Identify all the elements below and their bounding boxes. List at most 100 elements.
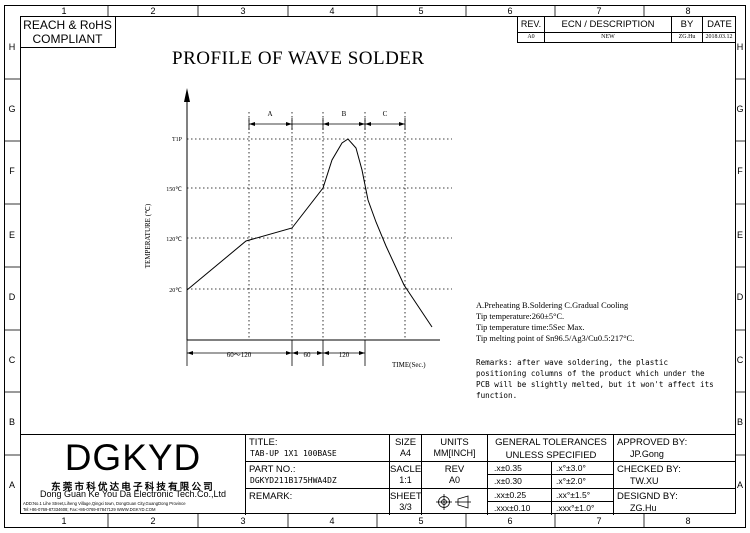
zone-row-label: E [736, 230, 743, 240]
note-line: Tip melting point of Sn96.5/Ag3/Cu0.5:21… [476, 334, 635, 343]
zone-column-label: 7 [596, 6, 602, 16]
tolerance-linear: .xx±0.25 [494, 490, 527, 500]
remark-line: Remarks: after wave soldering, the plast… [476, 358, 669, 367]
part-label: PART NO.: [249, 464, 296, 475]
note-line: Tip temperature time:5Sec Max. [476, 323, 585, 332]
units-cell: UNITS MM[INCH] [422, 435, 488, 462]
checked-label: CHECKED BY: [617, 464, 681, 475]
by-value: ZG.Hu [671, 32, 703, 43]
y-tick-t1p: T1P [172, 137, 183, 143]
zone-row-label: H [8, 42, 16, 52]
remark-label: REMARK: [249, 491, 293, 502]
scale-label: SACLE [390, 464, 422, 475]
checked-value: TW.XU [630, 476, 659, 486]
zone-column-label: 1 [61, 516, 67, 526]
y-tick-20: 20℃ [169, 288, 182, 294]
zone-row-label: C [8, 355, 16, 365]
compliance-line1: REACH & RoHS [23, 18, 112, 32]
rev-value: A0 [448, 475, 460, 485]
rev-cell: REV A0 [422, 462, 488, 489]
rev-label: REV [444, 464, 465, 475]
compliance-box: REACH & RoHS COMPLIANT [20, 16, 116, 48]
zone-column-label: 5 [418, 6, 424, 16]
scale-value: 1:1 [399, 475, 412, 485]
tolerance-title-2: UNLESS SPECIFIED [505, 450, 597, 461]
process-notes: A.Preheating B.Soldering C.Gradual Cooli… [476, 300, 634, 344]
zone-row-label: A [8, 480, 15, 490]
zone-column-label: 3 [240, 6, 246, 16]
note-line: A.Preheating B.Soldering C.Gradual Cooli… [476, 301, 629, 310]
compliance-line2: COMPLIANT [32, 32, 103, 46]
approved-label: APPROVED BY: [617, 437, 688, 448]
tolerance-linear: .x±0.30 [494, 476, 522, 486]
zone-row-label: A [736, 480, 743, 490]
tolerance-title-1: GENERAL TOLERANCES [495, 437, 607, 448]
zone-column-label: 6 [507, 516, 513, 526]
duration-label-cooling: 120 [339, 351, 350, 359]
tolerance-linear: .xxx±0.10 [494, 503, 531, 513]
zone-column-label: 8 [685, 516, 691, 526]
zone-row-label: E [8, 230, 15, 240]
zone-row-label: G [736, 104, 744, 114]
tolerance-angular: .x°±2.0° [556, 476, 586, 486]
part-cell: PART NO.: DGKYD211B175HWA4DZ [246, 462, 390, 489]
date-header: DATE [702, 16, 736, 33]
sheet-value: 3/3 [399, 502, 412, 512]
title-value: TAB-UP 1X1 100BASE [250, 449, 337, 458]
y-tick-120: 120℃ [166, 237, 182, 243]
outer-border [4, 5, 746, 528]
company-cell: DGKYD 东莞市科优达电子科技有限公司 Dong Guan Ke You Da… [20, 435, 246, 515]
zone-row-label: B [736, 417, 743, 427]
zone-column-label: 6 [507, 6, 513, 16]
units-value: MM[INCH] [433, 448, 476, 458]
duration-label-soldering: 60 [304, 351, 312, 359]
sheet-label: SHEET [390, 491, 422, 502]
remarks: Remarks: after wave soldering, the plast… [476, 357, 714, 401]
company-name-en: Dong Guan Ke You Da Electronic Tech.Co.,… [40, 489, 226, 499]
tolerance-angular: .x°±3.0° [556, 463, 586, 473]
company-contact: Tel:+86-0769-87334608; Fax:+86-0769-8784… [23, 507, 156, 512]
zone-row-label: G [8, 104, 16, 114]
tolerance-angular: .xx°±1.5° [556, 490, 591, 500]
projection-cell [422, 489, 488, 515]
tolerance-linear: .x±0.35 [494, 463, 522, 473]
zone-column-label: 4 [329, 516, 335, 526]
designed-cell: DESIGND BY: ZG.Hu [614, 489, 736, 515]
zone-column-label: 5 [418, 516, 424, 526]
title-block: DGKYD 东莞市科优达电子科技有限公司 Dong Guan Ke You Da… [20, 434, 736, 515]
size-value: A4 [399, 448, 411, 458]
approved-cell: APPROVED BY: JP.Gong [614, 435, 736, 462]
x-axis-label: TIME(Sec.) [392, 361, 426, 369]
phase-label-a: A [267, 110, 272, 118]
third-angle-projection-icon [436, 494, 471, 510]
zone-column-label: 3 [240, 516, 246, 526]
zone-row-label: D [736, 292, 744, 302]
phase-label-c: C [383, 110, 388, 118]
chart-axes [184, 88, 452, 366]
zone-column-label: 8 [685, 6, 691, 16]
size-cell: SIZE A4 [390, 435, 422, 462]
note-line: Tip temperature:260±5°C. [476, 312, 565, 321]
zone-row-label: C [736, 355, 744, 365]
zone-column-label: 7 [596, 516, 602, 526]
zone-column-label: 2 [150, 516, 156, 526]
remark-line: function. [476, 391, 518, 400]
approved-value: JP.Gong [630, 449, 664, 459]
remark-cell: REMARK: [246, 489, 390, 515]
temperature-profile-line [186, 138, 433, 328]
tolerances-cell: GENERAL TOLERANCES UNLESS SPECIFIED .x±0… [488, 435, 614, 515]
date-value: 2018.03.12 [702, 32, 736, 43]
company-name-cn: 东莞市科优达电子科技有限公司 [51, 482, 215, 493]
chart-labels: A B C T1P 150℃ 120℃ 20℃ TEMPERATURE (℃) … [144, 110, 426, 369]
units-label: UNITS [440, 437, 469, 448]
zone-row-label: D [8, 292, 16, 302]
company-address: ADD:No.1 Lihe Street,Liheng Village,Qing… [23, 501, 186, 506]
remark-line: PCB will be slightly melted, but it won'… [476, 380, 714, 389]
designed-label: DESIGND BY: [617, 491, 678, 502]
duration-label-preheat: 60～120 [227, 351, 252, 359]
title-label: TITLE: [249, 437, 278, 448]
size-label: SIZE [394, 437, 417, 448]
title-cell: TITLE: TAB-UP 1X1 100BASE [246, 435, 390, 462]
